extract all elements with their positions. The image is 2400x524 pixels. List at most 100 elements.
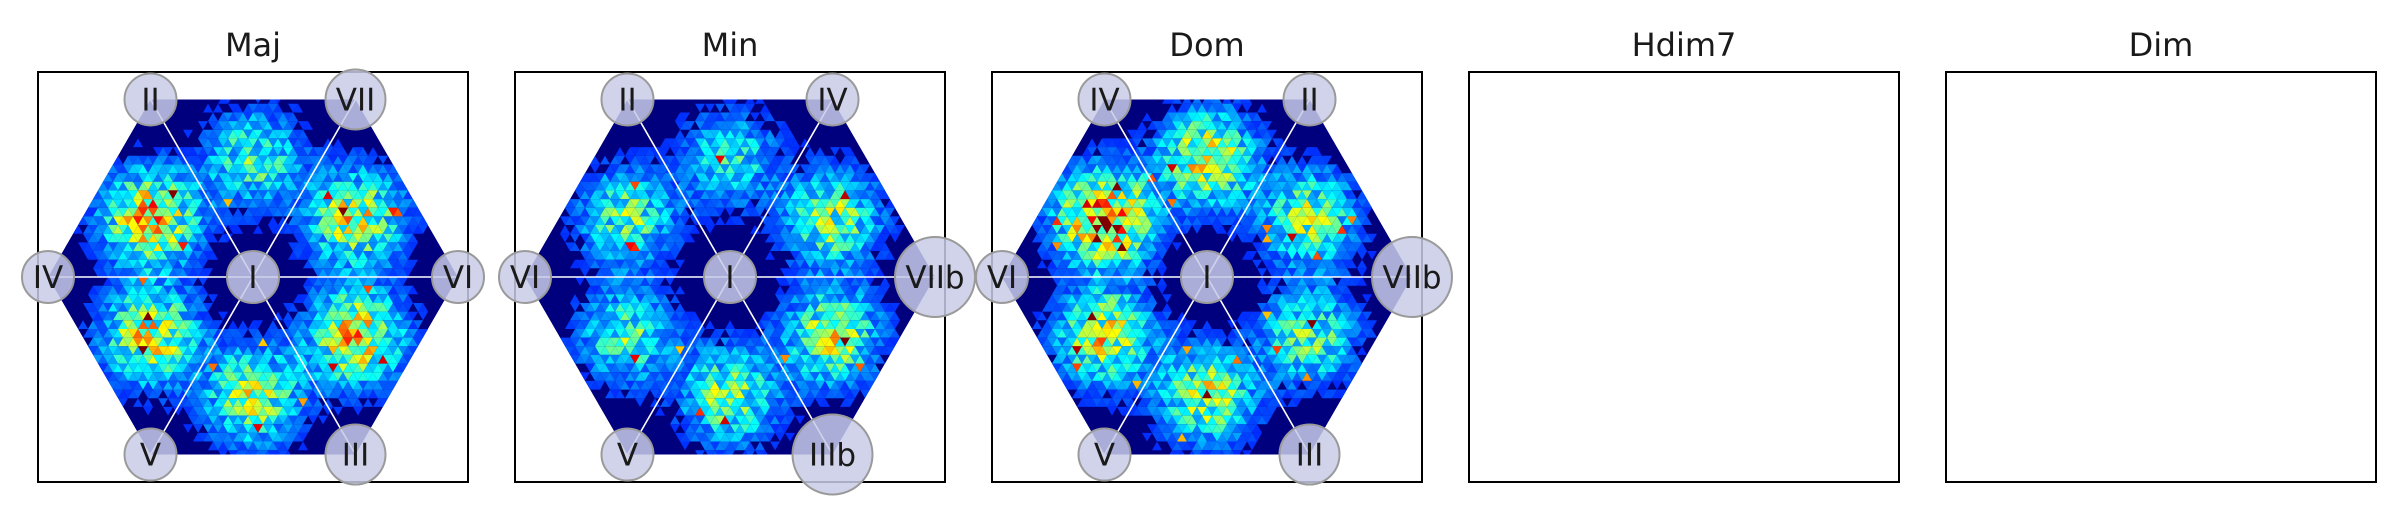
heat-cell — [268, 450, 278, 459]
heat-cell — [1047, 173, 1057, 182]
heat-cell — [885, 182, 895, 191]
heat-cell — [755, 450, 765, 459]
heat-cell — [1162, 95, 1172, 104]
panel-title: Min — [702, 26, 759, 64]
heat-cell — [403, 372, 413, 381]
heat-cell — [1032, 199, 1042, 208]
heat-cell — [1037, 190, 1047, 199]
vertex-label: VII — [336, 82, 376, 118]
heat-cell — [1042, 173, 1052, 182]
heat-cell — [1032, 182, 1042, 191]
heat-cell — [1212, 95, 1222, 104]
heat-cell — [1207, 87, 1217, 96]
heat-cell — [108, 147, 118, 156]
vertex-label: V — [617, 438, 638, 474]
heat-cell — [238, 450, 248, 459]
heat-cell — [278, 450, 288, 459]
heat-cell — [710, 459, 720, 468]
heat-cell — [885, 364, 895, 373]
heat-cell — [735, 459, 745, 468]
heat-cell — [418, 355, 428, 364]
heat-cell — [228, 450, 238, 459]
heat-cell — [78, 346, 88, 355]
heat-cell — [570, 372, 580, 381]
panel-title: Maj — [225, 26, 281, 64]
heat-cell — [218, 95, 228, 104]
heat-cell — [408, 364, 418, 373]
heat-cell — [715, 450, 725, 459]
heat-cell — [1372, 199, 1382, 208]
heat-cell — [1202, 87, 1212, 96]
heat-cell — [1217, 87, 1227, 96]
vertex-label: IV — [33, 260, 63, 296]
heat-cell — [745, 95, 755, 104]
heat-cell — [403, 164, 413, 173]
heat-cell — [408, 182, 418, 191]
heat-cell — [1232, 95, 1242, 104]
vertex-label: VI — [510, 260, 540, 296]
heat-cell — [93, 173, 103, 182]
heat-cell — [398, 381, 408, 390]
heat-cell — [1187, 87, 1197, 96]
vertex-label: IIIb — [809, 438, 856, 474]
heat-cell — [218, 450, 228, 459]
heat-cell — [1362, 173, 1372, 182]
heat-cell — [408, 372, 418, 381]
heat-cell — [1037, 173, 1047, 182]
heat-cell — [1032, 190, 1042, 199]
heat-cell — [393, 390, 403, 399]
vertex-label: II — [141, 82, 159, 118]
heat-cell — [1222, 95, 1232, 104]
heat-cell — [83, 355, 93, 364]
vertex-label: IV — [817, 82, 847, 118]
panel-title: Dom — [1169, 26, 1244, 64]
heat-cell — [1197, 87, 1207, 96]
center-label: I — [725, 260, 734, 296]
center-label: I — [248, 260, 257, 296]
vertex-label: III — [342, 438, 369, 474]
heat-cell — [725, 95, 735, 104]
heat-cell — [1172, 95, 1182, 104]
heat-cell — [93, 164, 103, 173]
heat-cell — [248, 459, 258, 468]
heat-cell — [408, 173, 418, 182]
heat-cell — [93, 372, 103, 381]
heat-cell — [890, 355, 900, 364]
heat-cell — [1182, 95, 1192, 104]
heat-cell — [700, 459, 710, 468]
vertex-label: VIIb — [905, 260, 964, 296]
heat-cell — [1202, 95, 1212, 104]
heat-cell — [258, 450, 268, 459]
vertex-label: II — [618, 82, 636, 118]
heat-cell — [1037, 182, 1047, 191]
heat-cell — [88, 364, 98, 373]
heat-cell — [1047, 164, 1057, 173]
vertex-label: VI — [443, 260, 473, 296]
heat-cell — [880, 372, 890, 381]
panel-min: Min II IV VIIb IIIb V VI I — [499, 26, 975, 495]
heat-cell — [248, 450, 258, 459]
heat-cell — [98, 381, 108, 390]
heat-cell — [78, 199, 88, 208]
heat-cell — [725, 450, 735, 459]
heat-cell — [1052, 164, 1062, 173]
heat-cell — [1192, 95, 1202, 104]
heat-cell — [695, 450, 705, 459]
heat-cell — [1362, 182, 1372, 191]
heat-cell — [755, 95, 765, 104]
heat-cell — [413, 364, 423, 373]
heat-cell — [880, 173, 890, 182]
heat-cell — [705, 450, 715, 459]
heat-cell — [83, 364, 93, 373]
heat-cell — [268, 95, 278, 104]
heat-cell — [388, 398, 398, 407]
heat-cell — [418, 346, 428, 355]
heat-cell — [88, 182, 98, 191]
vertex-label: V — [140, 438, 161, 474]
heat-cell — [745, 450, 755, 459]
heat-cell — [83, 190, 93, 199]
